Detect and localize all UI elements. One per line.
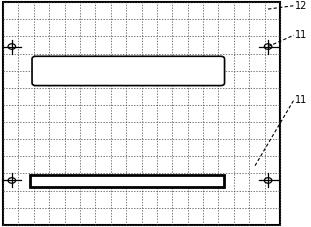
Bar [30, 175, 224, 187]
FancyBboxPatch shape [32, 56, 225, 86]
Text: 11: 11 [295, 95, 308, 105]
Text: 12: 12 [295, 1, 308, 11]
Text: 11: 11 [295, 30, 308, 40]
Bar [3, 2, 280, 225]
